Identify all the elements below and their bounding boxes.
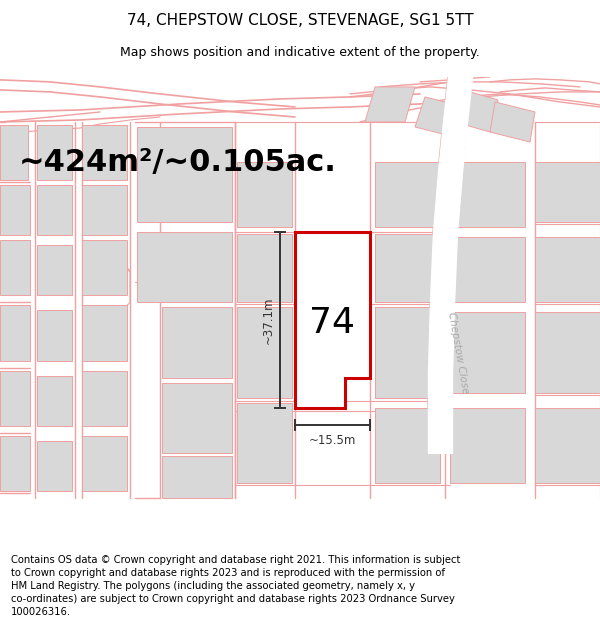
Bar [450, 408, 525, 483]
Bar [37, 441, 72, 491]
Bar [82, 185, 127, 235]
Bar [237, 234, 292, 302]
Bar [0, 185, 30, 235]
Bar [535, 408, 600, 483]
Polygon shape [415, 97, 465, 137]
Text: Contains OS data © Crown copyright and database right 2021. This information is : Contains OS data © Crown copyright and d… [11, 554, 460, 618]
Bar [37, 125, 72, 180]
Bar [137, 127, 232, 222]
Polygon shape [455, 90, 498, 132]
Text: ~37.1m: ~37.1m [262, 296, 275, 344]
Text: Map shows position and indicative extent of the property.: Map shows position and indicative extent… [120, 46, 480, 59]
Text: 74: 74 [309, 306, 355, 339]
Text: ~424m²/~0.105ac.: ~424m²/~0.105ac. [19, 148, 337, 177]
Bar [450, 238, 525, 302]
Bar [237, 402, 292, 483]
Bar [82, 125, 127, 180]
Bar [0, 240, 30, 296]
Text: Chepstow Close: Chepstow Close [446, 311, 470, 394]
Bar [535, 312, 600, 392]
Bar [82, 371, 127, 426]
Text: ~15.5m: ~15.5m [309, 434, 356, 447]
Bar [535, 162, 600, 222]
Bar [162, 456, 232, 498]
Bar [0, 436, 30, 491]
Bar [37, 246, 72, 296]
Bar [535, 238, 600, 302]
Bar [162, 308, 232, 378]
Bar [0, 306, 30, 361]
Bar [162, 382, 232, 453]
Bar [0, 125, 28, 180]
Bar [375, 408, 440, 483]
Polygon shape [365, 87, 415, 122]
Bar [375, 162, 440, 228]
Bar [0, 371, 30, 426]
Bar [450, 162, 525, 228]
Bar [82, 436, 127, 491]
Bar [37, 185, 72, 235]
Bar [37, 311, 72, 361]
Bar [37, 376, 72, 426]
Polygon shape [490, 102, 535, 142]
Bar [450, 312, 525, 392]
Bar [82, 306, 127, 361]
Polygon shape [295, 232, 370, 408]
Bar [237, 162, 292, 228]
Bar [375, 234, 440, 302]
Bar [137, 232, 232, 302]
Text: 74, CHEPSTOW CLOSE, STEVENAGE, SG1 5TT: 74, CHEPSTOW CLOSE, STEVENAGE, SG1 5TT [127, 13, 473, 28]
Bar [375, 308, 440, 398]
Bar [82, 240, 127, 296]
Bar [237, 308, 292, 398]
